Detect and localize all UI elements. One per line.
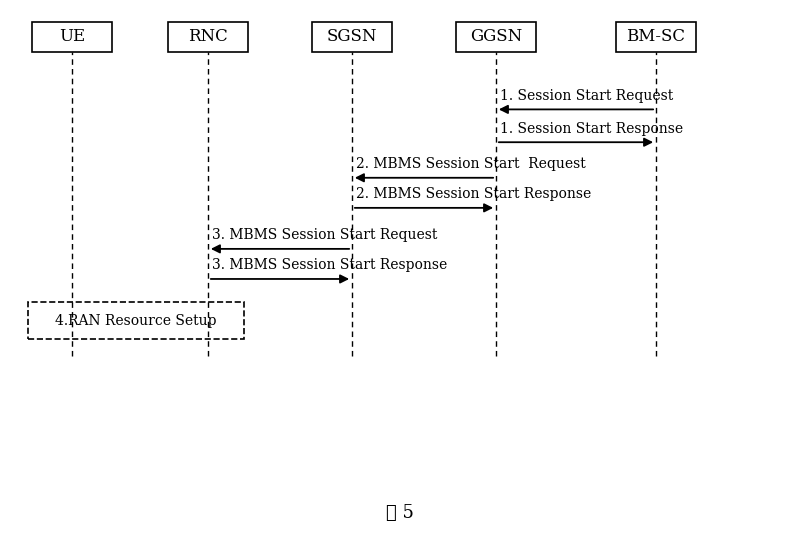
- FancyBboxPatch shape: [32, 22, 112, 52]
- Text: 2. MBMS Session Start Response: 2. MBMS Session Start Response: [356, 187, 591, 201]
- Text: 2. MBMS Session Start  Request: 2. MBMS Session Start Request: [356, 157, 586, 171]
- Text: GGSN: GGSN: [470, 28, 522, 45]
- Text: 图 5: 图 5: [386, 504, 414, 522]
- FancyBboxPatch shape: [616, 22, 696, 52]
- Text: BM-SC: BM-SC: [626, 28, 686, 45]
- Text: 1. Session Start Response: 1. Session Start Response: [500, 121, 683, 136]
- Text: UE: UE: [59, 28, 85, 45]
- FancyBboxPatch shape: [312, 22, 392, 52]
- FancyBboxPatch shape: [28, 302, 244, 339]
- Text: 1. Session Start Request: 1. Session Start Request: [500, 89, 674, 103]
- Text: 4.RAN Resource Setup: 4.RAN Resource Setup: [55, 313, 217, 328]
- Text: SGSN: SGSN: [326, 28, 378, 45]
- FancyBboxPatch shape: [456, 22, 536, 52]
- FancyBboxPatch shape: [168, 22, 248, 52]
- Text: RNC: RNC: [188, 28, 228, 45]
- Text: 3. MBMS Session Start Response: 3. MBMS Session Start Response: [212, 258, 447, 272]
- Text: 3. MBMS Session Start Request: 3. MBMS Session Start Request: [212, 228, 438, 242]
